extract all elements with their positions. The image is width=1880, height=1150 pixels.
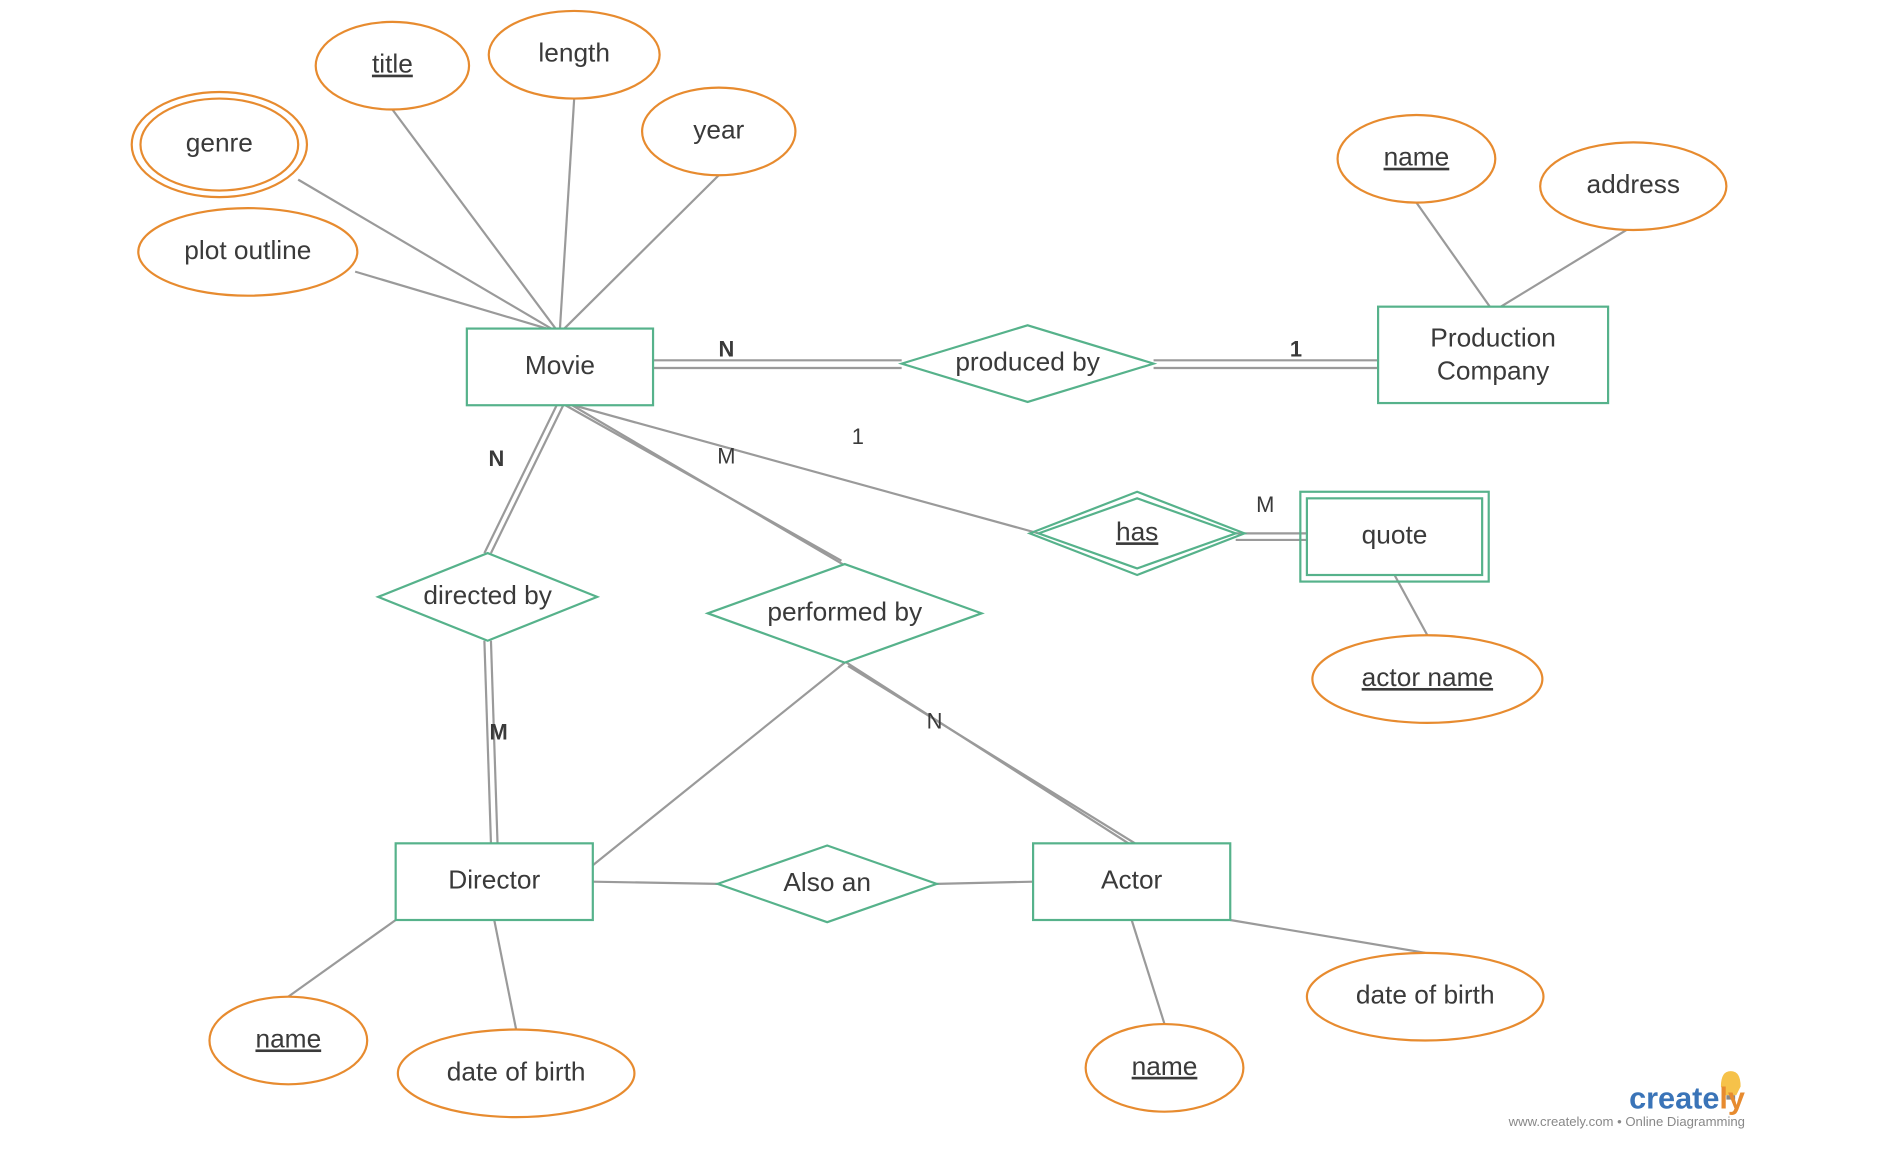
label-also-an: Also an: [783, 867, 871, 897]
card-movie-producedby: N: [719, 336, 735, 361]
relationship-has: has: [1030, 492, 1245, 575]
edge-prodco-name: [1416, 203, 1489, 307]
attr-director-dob: date of birth: [398, 1030, 635, 1118]
brand-part2: ly: [1719, 1081, 1745, 1115]
attr-prodco-address: address: [1540, 142, 1726, 230]
label-attr-prodco-name: name: [1384, 142, 1450, 172]
edge-movie-performedby: [565, 405, 848, 567]
edge-producedby-prodco: [1154, 360, 1379, 368]
attr-movie-genre: genre: [132, 92, 307, 197]
card-movie-has: 1: [852, 424, 864, 449]
label-attr-plot: plot outline: [184, 235, 311, 265]
label-directed-by: directed by: [423, 580, 552, 610]
card-has-quote: M: [1256, 492, 1274, 517]
attr-actor-name: name: [1086, 1024, 1244, 1112]
label-attr-quote-actor: actor name: [1362, 662, 1493, 692]
edge-movie-has: [573, 405, 1038, 533]
label-attr-title: title: [372, 49, 413, 79]
label-director: Director: [448, 865, 540, 895]
edge-director-performedby: [593, 663, 845, 866]
watermark-creately: creately www.creately.com • Online Diagr…: [1508, 1071, 1745, 1129]
label-attr-year: year: [693, 114, 744, 144]
brand-subtitle: www.creately.com • Online Diagramming: [1508, 1114, 1745, 1129]
label-attr-dir-name: name: [255, 1023, 321, 1053]
edge-movie-directedby: [484, 405, 563, 553]
edge-prodco-addr: [1501, 228, 1630, 307]
card-directedby-director: M: [489, 720, 507, 745]
label-attr-length: length: [538, 38, 610, 68]
edge-performedby-actor: [841, 659, 1135, 843]
edge-movie-plot: [355, 272, 547, 329]
label-attr-actor-name: name: [1132, 1051, 1198, 1081]
brand-part1: create: [1629, 1081, 1719, 1115]
label-attr-dir-dob: date of birth: [447, 1056, 586, 1086]
attr-movie-year: year: [642, 88, 795, 176]
edge-movie-title: [392, 110, 555, 329]
label-performed-by: performed by: [767, 596, 923, 626]
attr-movie-length: length: [489, 11, 660, 99]
label-prodco-1: Production: [1430, 322, 1556, 352]
edge-has-quote: [1236, 533, 1307, 540]
edge-actor-dob: [1230, 920, 1425, 953]
er-diagram: produced by directed by performed by has…: [0, 0, 1880, 1150]
edge-movie-producedby: [653, 360, 902, 368]
relationship-also-an: Also an: [718, 846, 937, 923]
relationship-directed-by: directed by: [378, 553, 597, 641]
attr-actor-dob: date of birth: [1307, 953, 1544, 1041]
attr-prodco-name: name: [1338, 115, 1496, 203]
label-actor: Actor: [1101, 865, 1163, 895]
entity-quote: quote: [1300, 492, 1488, 582]
label-prodco-2: Company: [1437, 355, 1550, 385]
card-movie-directedby: N: [489, 446, 505, 471]
label-quote: quote: [1362, 520, 1428, 550]
label-attr-genre: genre: [186, 128, 253, 158]
relationship-produced-by: produced by: [902, 325, 1154, 402]
entity-movie: Movie: [467, 329, 653, 406]
edge-quote-actorname: [1395, 575, 1428, 635]
edge-alsoan-actor: [937, 882, 1033, 884]
edge-director-name: [288, 920, 395, 997]
edge-director-dob: [494, 920, 516, 1030]
label-movie: Movie: [525, 350, 595, 380]
label-produced-by: produced by: [955, 347, 1100, 377]
card-performedby-actor: N: [927, 709, 943, 734]
relationship-performed-by: performed by: [708, 564, 982, 663]
entity-director: Director: [396, 843, 593, 920]
entity-production-company: Production Company: [1378, 307, 1608, 403]
attr-movie-plot: plot outline: [138, 208, 357, 296]
attr-movie-title: title: [316, 22, 469, 110]
edge-director-alsoan: [593, 882, 718, 884]
label-attr-actor-dob: date of birth: [1356, 980, 1495, 1010]
brand-text: creately: [1629, 1081, 1745, 1115]
edge-movie-length: [560, 99, 574, 329]
label-has: has: [1116, 516, 1158, 546]
card-producedby-prodco: 1: [1290, 336, 1302, 361]
attr-quote-actorname: actor name: [1312, 635, 1542, 723]
entity-actor: Actor: [1033, 843, 1230, 920]
card-movie-performedby: M: [717, 444, 735, 469]
attr-director-name: name: [209, 997, 367, 1085]
edge-movie-year: [564, 175, 718, 328]
edge-actor-name: [1132, 920, 1165, 1024]
label-attr-prodco-addr: address: [1587, 169, 1680, 199]
